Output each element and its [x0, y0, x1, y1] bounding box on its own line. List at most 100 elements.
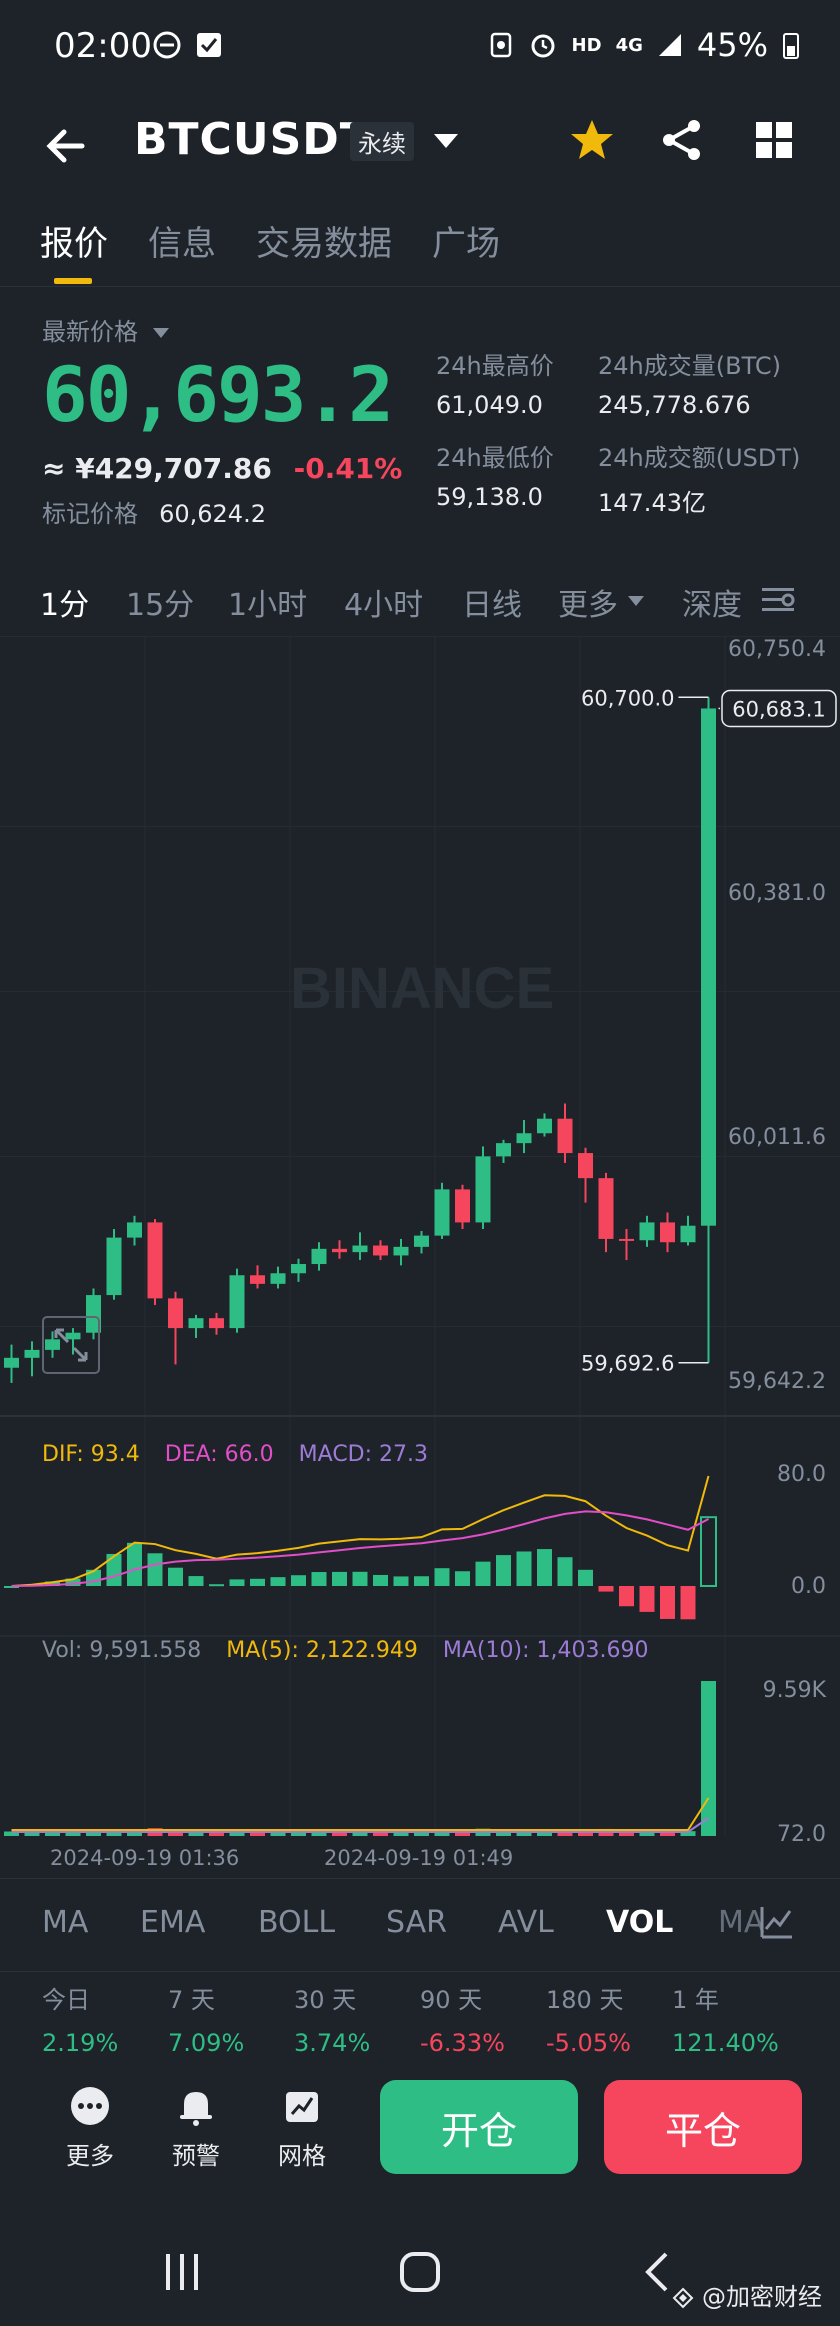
tab-square[interactable]: 广场	[432, 224, 500, 264]
candle	[373, 1240, 388, 1261]
perf-7d: 7 天 7.09%	[168, 1980, 244, 2057]
tab-quote[interactable]: 报价	[40, 224, 108, 264]
macd-bar	[680, 1586, 696, 1620]
last-price-tag[interactable]	[721, 689, 837, 728]
candle	[270, 1266, 286, 1289]
macd-bar	[250, 1578, 265, 1586]
recent-apps-icon[interactable]	[160, 2250, 204, 2294]
macd-bar	[311, 1572, 327, 1586]
candle	[168, 1291, 183, 1365]
header: BTCUSDT 永续	[0, 100, 840, 200]
open-position-button[interactable]: 开仓	[380, 2080, 578, 2174]
candle	[291, 1258, 306, 1282]
indicator-sar[interactable]: SAR	[386, 1905, 447, 1940]
system-nav-bar: @加密财经	[0, 2220, 840, 2326]
volume-bar	[516, 1831, 532, 1836]
perf-period: 180 天	[546, 1986, 624, 2014]
candlestick-chart[interactable]: BINANCE 60,700.0 59,692.6 60,683.1 60,750.…	[0, 636, 840, 1878]
time-label-2: 2024-09-19 01:49	[324, 1846, 514, 1870]
volume-bar	[537, 1831, 552, 1836]
volume-bar	[373, 1831, 388, 1836]
macd-bar	[639, 1586, 655, 1612]
contract-badge: 永续	[350, 122, 414, 161]
volume-bar	[24, 1831, 40, 1836]
macd-bar	[598, 1586, 614, 1592]
more-dots-icon	[71, 2087, 109, 2125]
dnd-icon	[153, 31, 181, 59]
y-tick-label: 59,642.2	[728, 1369, 826, 1394]
indicator-avl[interactable]: AVL	[498, 1905, 554, 1940]
indicator-boll[interactable]: BOLL	[258, 1905, 336, 1940]
indicator-ema[interactable]: EMA	[140, 1905, 206, 1940]
indicator-ma[interactable]: MA	[42, 1905, 89, 1940]
macd-bar	[516, 1551, 532, 1586]
star-icon[interactable]	[568, 116, 616, 164]
chart-area[interactable]: BINANCE 60,700.0 59,692.6 60,683.1 60,750.…	[0, 636, 840, 1878]
back-nav-icon[interactable]	[636, 2250, 680, 2294]
chart-settings-icon[interactable]	[760, 582, 796, 618]
bell-icon	[180, 2092, 212, 2126]
indicator-vol[interactable]: VOL	[606, 1905, 674, 1940]
alert-button[interactable]: 预警	[156, 2086, 236, 2171]
macd-bar	[291, 1575, 306, 1586]
back-arrow-icon[interactable]	[42, 122, 90, 170]
tab-trading-data[interactable]: 交易数据	[256, 224, 392, 264]
macd-bar	[188, 1576, 204, 1586]
time-label-1: 2024-09-19 01:36	[50, 1846, 240, 1870]
grid-layout-icon[interactable]	[754, 120, 794, 160]
candle	[229, 1268, 245, 1333]
interval-depth[interactable]: 深度	[682, 588, 742, 623]
pair-title[interactable]: BTCUSDT	[134, 114, 371, 165]
interval-15m[interactable]: 15分	[126, 588, 195, 623]
stat-high: 24h最高价 61,049.0	[436, 346, 554, 419]
volume-bar	[557, 1830, 573, 1836]
caret-down-icon	[153, 328, 170, 338]
perf-90d: 90 天 -6.33%	[420, 1980, 505, 2057]
interval-1h[interactable]: 1小时	[228, 588, 308, 623]
candle	[701, 697, 716, 1363]
candle	[65, 1328, 81, 1355]
interval-4h[interactable]: 4小时	[344, 588, 424, 623]
volume-bar	[65, 1831, 81, 1836]
interval-1m[interactable]: 1分	[40, 588, 90, 623]
interval-daily[interactable]: 日线	[462, 588, 522, 623]
home-icon[interactable]	[398, 2250, 442, 2294]
battery-percent: 45%	[696, 26, 768, 64]
expand-chart-icon[interactable]	[42, 1316, 100, 1374]
bottom-action-bar: 更多 预警 网格 开仓 平仓	[0, 2072, 840, 2182]
candle	[147, 1219, 163, 1305]
perf-value: 3.74%	[294, 2029, 371, 2057]
interval-more[interactable]: 更多	[558, 588, 618, 623]
stat-low-value: 59,138.0	[436, 483, 543, 511]
macd-bar	[209, 1584, 224, 1587]
chevron-down-icon[interactable]	[430, 130, 462, 154]
indicator-settings-icon[interactable]	[760, 1905, 794, 1939]
candle	[45, 1331, 60, 1358]
stat-high-value: 61,049.0	[436, 391, 543, 419]
perf-today: 今日 2.19%	[42, 1980, 118, 2057]
share-icon[interactable]	[660, 118, 704, 162]
candle	[598, 1172, 614, 1253]
grid-button[interactable]: 网格	[262, 2086, 342, 2171]
macd-bar	[700, 1516, 717, 1587]
grid-label: 网格	[278, 2142, 326, 2170]
volume-bar	[127, 1831, 142, 1836]
volume-bar	[4, 1831, 19, 1836]
candle	[475, 1146, 491, 1230]
latest-price-label-row[interactable]: 最新价格	[42, 312, 171, 347]
footer-watermark-text: @加密财经	[702, 2283, 822, 2311]
macd-bar	[147, 1553, 163, 1586]
close-position-button[interactable]: 平仓	[604, 2080, 802, 2174]
macd-dea: DEA: 66.0	[164, 1442, 274, 1467]
macd-bar	[65, 1578, 81, 1586]
last-price-tag-text: 60,683.1	[732, 697, 826, 721]
tab-info[interactable]: 信息	[148, 224, 216, 264]
volume-bar	[660, 1831, 675, 1836]
macd-top-tick: 80.0	[777, 1462, 826, 1487]
volume-bar	[578, 1830, 593, 1836]
more-button[interactable]: 更多	[50, 2086, 130, 2171]
candle	[393, 1238, 409, 1266]
indicator-macd[interactable]: MA	[718, 1905, 765, 1940]
volume-bar	[332, 1831, 347, 1836]
vol-ma5: MA(5): 2,122.949	[226, 1638, 418, 1663]
